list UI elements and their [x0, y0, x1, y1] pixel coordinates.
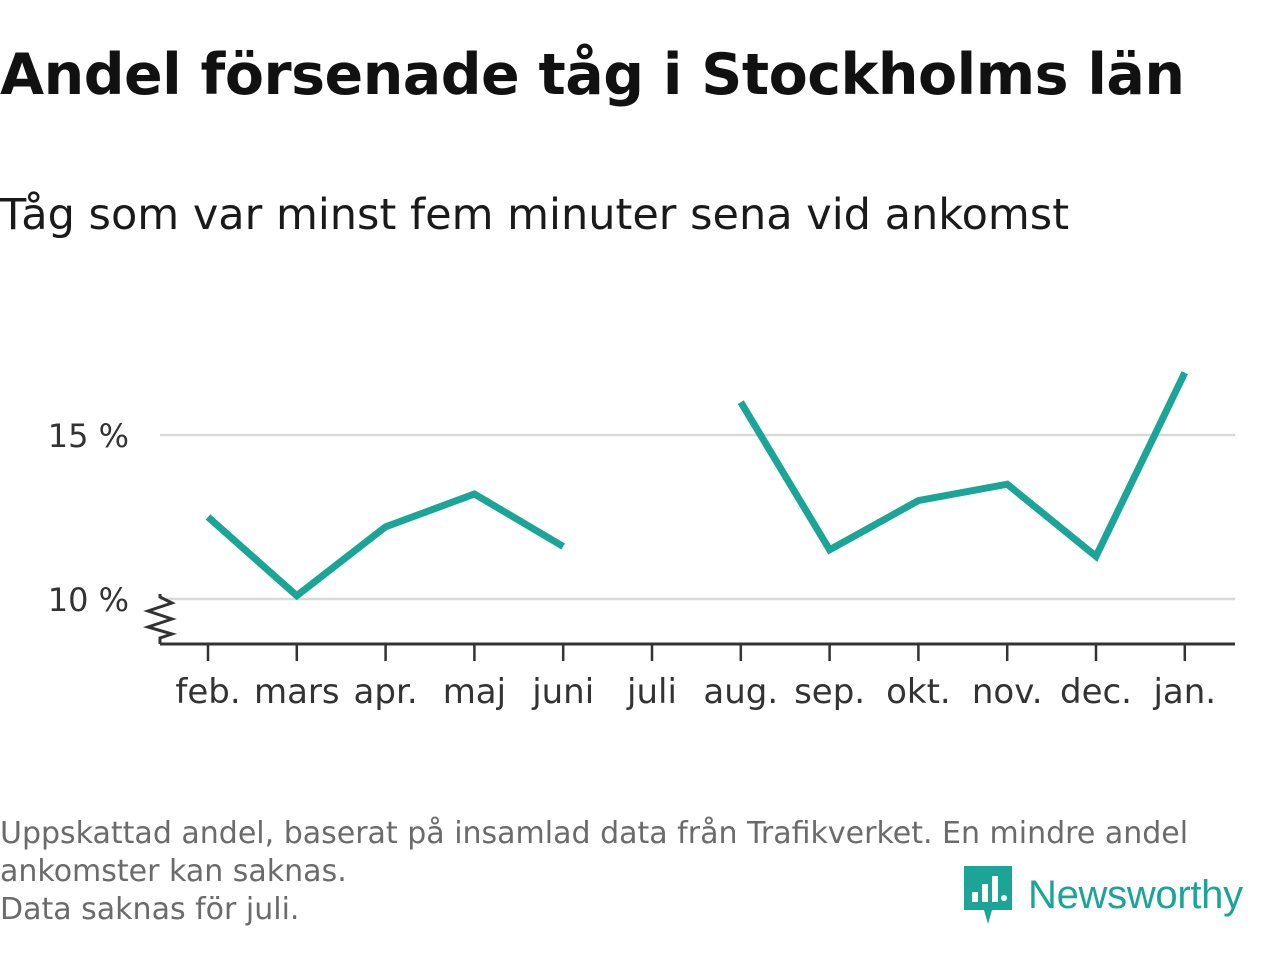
x-axis: [142, 594, 1235, 661]
y-tick-label: 15 %: [48, 417, 129, 455]
x-tick-label: feb.: [175, 672, 240, 712]
x-tick-label: juni: [531, 672, 594, 712]
footnote: Uppskattad andel, baserat på insamlad da…: [0, 815, 1270, 929]
x-tick-label: okt.: [886, 672, 951, 712]
x-tick-label: maj: [443, 672, 506, 712]
brand-name: Newsworthy: [1028, 872, 1243, 917]
chart-subtitle: Tåg som var minst fem minuter sena vid a…: [0, 190, 1070, 240]
axis-break-icon: [142, 594, 178, 644]
x-tick-label: dec.: [1060, 672, 1132, 712]
series-lines: [205, 371, 1188, 601]
newsworthy-logo-icon: [964, 866, 1012, 924]
x-tick-label: jan.: [1152, 672, 1216, 712]
x-tick-label: apr.: [354, 672, 418, 712]
footnote-line: ankomster kan saknas.: [0, 854, 347, 889]
x-tick-label: juli: [626, 672, 677, 712]
y-axis-labels: 10 % 15 %: [48, 417, 129, 619]
x-axis-labels: feb. mars apr. maj juni juli aug. sep. okt. nov. d…: [175, 672, 1216, 712]
x-tick-label: nov.: [972, 672, 1043, 712]
footnote-line: Data saknas för juli.: [0, 892, 300, 927]
line-chart: 10 % 15 % feb. mars apr. maj juni juli aug. sep.…: [48, 371, 1235, 712]
x-tick-label: mars: [254, 672, 340, 712]
brand-logo: Newsworthy: [962, 862, 1243, 928]
gridlines: [160, 433, 1235, 601]
y-tick-label: 10 %: [48, 581, 129, 619]
x-tick-label: aug.: [703, 672, 778, 712]
footnote-line: Uppskattad andel, baserat på insamlad da…: [0, 816, 1189, 851]
chart-title: Andel försenade tåg i Stockholms län: [0, 42, 1185, 108]
x-tick-label: sep.: [794, 672, 865, 712]
series-line: [737, 371, 1188, 562]
series-line: [205, 490, 565, 601]
